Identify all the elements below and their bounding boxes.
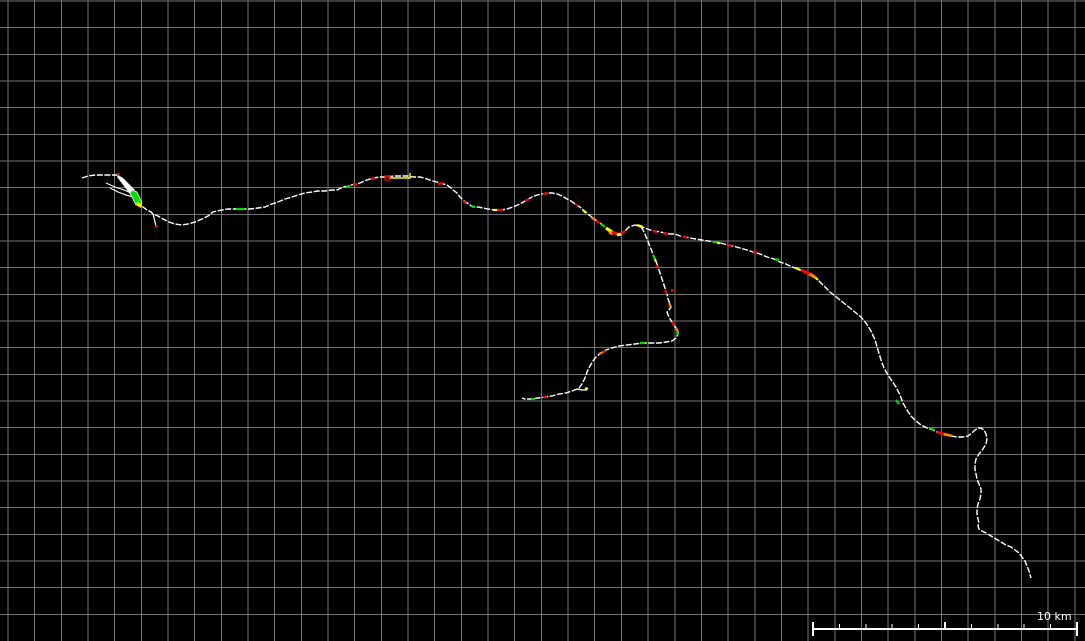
flight-track-main: [81, 174, 1032, 579]
flight-track-branch: [521, 226, 679, 400]
vario-segment: [636, 223, 644, 229]
vario-segment: [774, 257, 780, 262]
vario-segment: [727, 243, 733, 248]
vario-segment: [542, 191, 549, 196]
start-cluster-line: [105, 182, 132, 194]
vario-segment: [671, 321, 675, 327]
vario-segment: [675, 327, 679, 333]
annotation-marker: [389, 173, 411, 179]
vario-segment: [437, 181, 444, 186]
vario-segment: [795, 267, 801, 271]
vario-segment: [809, 272, 817, 280]
track-dot: [155, 225, 158, 228]
vario-segment: [929, 427, 935, 431]
vario-segment: [620, 229, 626, 236]
vario-segment: [682, 235, 688, 239]
vario-segment: [602, 349, 607, 354]
vario-segment: [524, 198, 530, 202]
vario-segment: [584, 386, 589, 391]
vario-segment: [462, 200, 467, 204]
vario-segment: [574, 203, 579, 207]
flight-track-landing-stub: [152, 213, 157, 227]
vario-segment: [655, 264, 659, 269]
vario-segment: [936, 430, 945, 436]
vario-segment: [370, 176, 376, 181]
vario-segment: [662, 231, 668, 236]
vario-segment: [582, 209, 587, 214]
vario-segment: [675, 331, 680, 336]
vario-segment: [611, 230, 618, 236]
vario-segment: [653, 258, 658, 263]
vario-segment: [345, 184, 351, 189]
vario-segment: [943, 432, 953, 438]
vario-segment: [600, 223, 606, 228]
cursor-position-box: [384, 175, 391, 181]
neutral-tip-shape: [136, 202, 142, 208]
track-dot: [671, 289, 674, 292]
vario-segment: [598, 351, 604, 355]
track-dot: [117, 173, 120, 176]
vario-segment: [470, 204, 476, 209]
start-wedge-shape: [117, 175, 135, 194]
vario-segment: [652, 254, 656, 260]
vario-segment: [616, 232, 622, 237]
vario-segment: [895, 399, 900, 405]
vario-segment: [800, 268, 811, 276]
vario-segment: [595, 220, 601, 224]
climb-stripe-shape: [129, 189, 143, 206]
vario-segment: [752, 250, 758, 254]
vario-segment: [815, 277, 819, 281]
vario-segment: [664, 289, 668, 295]
flight-track-stub: [576, 388, 587, 391]
vario-segment: [352, 182, 358, 187]
vario-segment: [590, 216, 596, 221]
vario-segment: [668, 302, 672, 308]
vario-segment: [652, 229, 658, 234]
scale-bar-label: 10 km: [1037, 610, 1072, 623]
